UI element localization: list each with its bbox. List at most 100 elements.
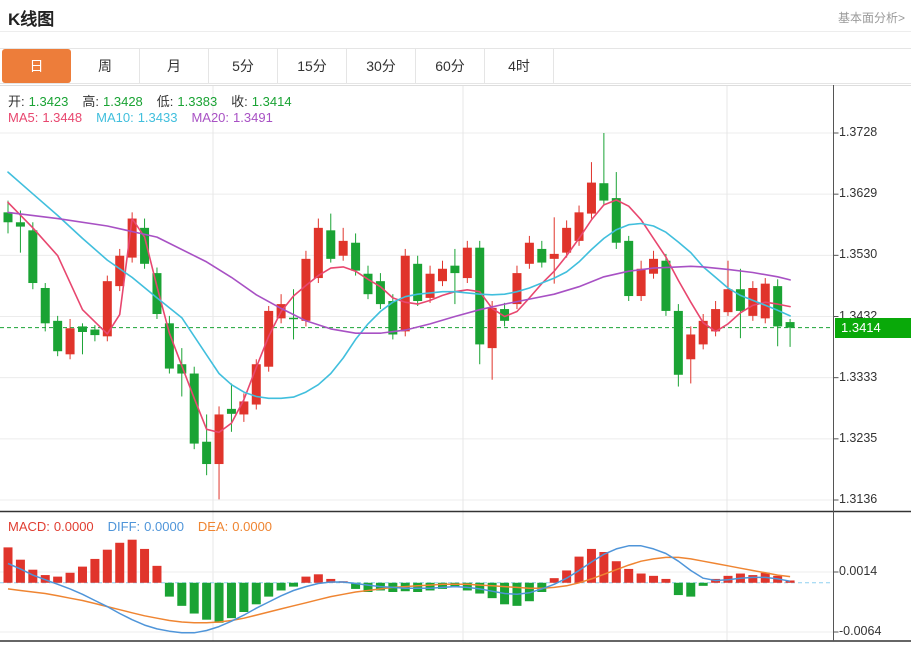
candle-body — [400, 255, 410, 332]
macd-bar — [611, 561, 621, 583]
candle-body — [289, 317, 299, 320]
price-tick-label: 1.3333 — [839, 369, 878, 384]
tab-timeframe-5[interactable]: 30分 — [347, 49, 416, 83]
candle-body — [189, 373, 199, 444]
readout-label: DEA: — [197, 519, 229, 534]
tab-timeframe-3[interactable]: 5分 — [209, 49, 278, 83]
macd-bar — [661, 578, 671, 583]
candle-body — [624, 240, 634, 297]
macd-bar — [226, 582, 236, 619]
candle-body — [785, 322, 795, 328]
candle-body — [90, 329, 100, 336]
macd-bar — [90, 558, 100, 583]
macd-bar — [462, 582, 472, 591]
tab-timeframe-4[interactable]: 15分 — [278, 49, 347, 83]
macd-bar — [450, 582, 460, 588]
macd-bar — [65, 572, 75, 583]
tab-timeframe-7[interactable]: 4时 — [485, 49, 554, 83]
candle-body — [301, 258, 311, 321]
readout-label: 收: — [231, 94, 248, 109]
candle-body — [760, 283, 770, 319]
candle-body — [388, 301, 398, 335]
candle-body — [140, 227, 150, 264]
candle-body — [152, 273, 162, 315]
readout-label: MACD: — [8, 519, 50, 534]
candle-body — [28, 230, 38, 284]
readout-value: 1.3491 — [233, 110, 273, 125]
header: K线图 基本面分析> — [0, 0, 911, 32]
candle-body — [425, 273, 435, 298]
ohlc-readout: 开: 1.3423 高: 1.3428 低: 1.3383 收: 1.3414 — [8, 91, 306, 110]
tab-timeframe-1[interactable]: 周 — [71, 49, 140, 83]
candle-body — [326, 230, 336, 259]
dea-line — [7, 556, 791, 624]
candle-body — [177, 364, 187, 374]
macd-bar — [239, 582, 249, 612]
readout-value: 0.0000 — [53, 519, 94, 534]
readout-value: 0.0000 — [144, 519, 184, 534]
macd-bar — [77, 566, 87, 583]
candle-body — [313, 227, 323, 279]
readout-label: MA5: — [8, 110, 39, 125]
macd-bar — [649, 575, 659, 583]
candle-body — [475, 247, 485, 345]
macd-bar — [15, 559, 25, 583]
readout-label: 低: — [156, 94, 174, 109]
candle-body — [549, 253, 559, 259]
macd-bar — [28, 569, 38, 583]
candle-body — [649, 258, 659, 274]
tab-timeframe-0[interactable]: 日 — [2, 49, 71, 83]
macd-tick-label: 0.0014 — [839, 564, 878, 578]
candle-body — [487, 307, 497, 349]
macd-bar — [313, 574, 323, 583]
candle-body — [214, 414, 224, 465]
macd-bar — [189, 582, 199, 614]
tab-timeframe-2[interactable]: 月 — [140, 49, 209, 83]
candle-body — [574, 212, 584, 241]
candle-body — [164, 323, 174, 369]
macd-bar — [673, 582, 683, 596]
candle-body — [115, 255, 125, 287]
candle-body — [636, 268, 646, 297]
candle-body — [363, 273, 373, 295]
macd-bar — [202, 582, 212, 620]
macd-bar — [276, 582, 286, 591]
candle-body — [251, 364, 261, 405]
macd-bar — [586, 548, 596, 583]
candle-body — [611, 198, 621, 243]
candle-body — [338, 240, 348, 256]
candle-body — [562, 227, 572, 253]
macd-readout: MACD: 0.0000 DIFF: 0.0000 DEA: 0.0000 — [8, 519, 286, 534]
candle-body — [53, 320, 63, 352]
macd-bar — [326, 578, 336, 583]
candle-body — [698, 320, 708, 345]
candle-body — [524, 242, 534, 264]
macd-bar — [3, 547, 13, 583]
macd-bar — [115, 542, 125, 583]
tab-timeframe-6[interactable]: 60分 — [416, 49, 485, 83]
macd-bar — [351, 582, 361, 589]
macd-bar — [264, 582, 274, 597]
ma-line-ma20 — [7, 211, 791, 334]
macd-bar — [636, 573, 646, 583]
candle-body — [723, 289, 733, 313]
macd-bar — [437, 582, 447, 589]
readout-value: 1.3448 — [42, 110, 83, 125]
candle-body — [586, 182, 596, 214]
candle-body — [673, 310, 683, 375]
readout-label: 高: — [82, 94, 100, 109]
macd-bar — [251, 582, 261, 605]
candle-body — [127, 218, 137, 258]
macd-bar — [214, 582, 224, 623]
macd-bar — [686, 582, 696, 597]
macd-bar — [537, 582, 547, 592]
macd-bar — [177, 582, 187, 606]
price-tick-label: 1.3629 — [839, 186, 878, 201]
candle-body — [500, 309, 510, 321]
price-tick-label: 1.3728 — [839, 125, 878, 139]
candle-body — [202, 441, 212, 465]
candle-body — [599, 183, 609, 201]
fundamental-analysis-link[interactable]: 基本面分析> — [837, 11, 905, 25]
macd-bar — [363, 582, 373, 592]
